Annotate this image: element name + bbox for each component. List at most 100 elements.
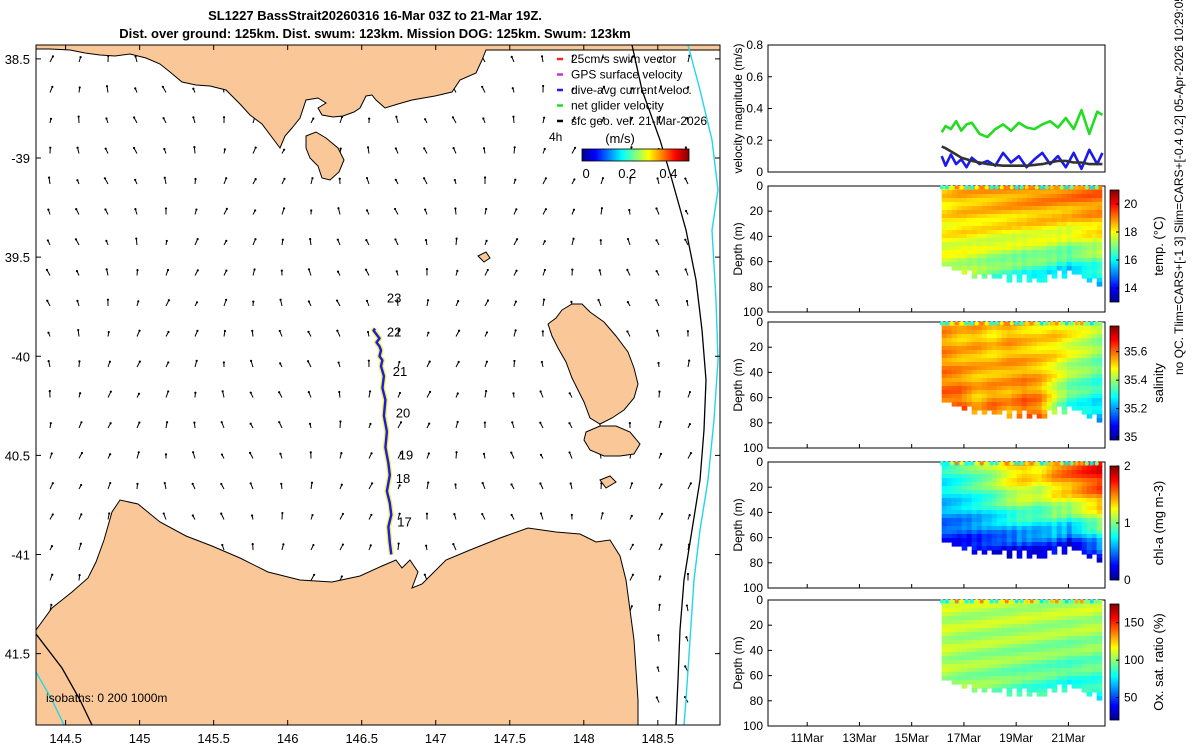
surface-marker xyxy=(1009,185,1014,190)
profile-cell xyxy=(1096,696,1103,701)
profile-cell xyxy=(981,398,988,403)
profile-cell xyxy=(1041,482,1048,487)
profile-cell xyxy=(1096,550,1103,555)
profile-cell xyxy=(1011,218,1018,223)
vector-arrow-head xyxy=(626,301,629,304)
profile-cell xyxy=(1086,656,1093,661)
profile-cell xyxy=(1056,616,1063,621)
profile-cell xyxy=(1036,226,1043,231)
profile-cell xyxy=(1011,502,1018,507)
profile-cell xyxy=(991,462,998,467)
profile-cell xyxy=(976,394,983,399)
profile-cell xyxy=(1031,652,1038,657)
profile-cell xyxy=(951,218,958,223)
surface-marker xyxy=(944,321,949,326)
profile-cell xyxy=(966,234,973,239)
profile-cell xyxy=(1006,462,1013,467)
profile-cell xyxy=(956,366,963,371)
velocity-y-tick-label: 0 xyxy=(756,165,763,179)
profile-cell xyxy=(1031,354,1038,359)
profile-cell xyxy=(1016,242,1023,247)
profile-cell xyxy=(1041,656,1048,661)
profile-cell xyxy=(1041,410,1048,415)
profile-cell xyxy=(1091,542,1098,547)
profile-cell xyxy=(946,612,953,617)
profile-cell xyxy=(1041,186,1048,191)
profile-cell xyxy=(1051,338,1058,343)
vector-arrow-head xyxy=(600,207,604,210)
profile-cell xyxy=(941,640,948,645)
velocity-axes xyxy=(767,44,1106,173)
profile-cell xyxy=(971,350,978,355)
profile-cell xyxy=(1021,534,1028,539)
profile-cell xyxy=(1061,334,1068,339)
profile-cell xyxy=(971,510,978,515)
profile-cell xyxy=(1086,386,1093,391)
profile-cell xyxy=(986,370,993,375)
profile-cell xyxy=(1021,664,1028,669)
profile-cell xyxy=(1006,692,1013,697)
profile-cell xyxy=(956,466,963,471)
surface-marker xyxy=(1064,321,1069,326)
profile-cell xyxy=(1041,616,1048,621)
profile-cell xyxy=(1071,628,1078,633)
vector-arrow-head xyxy=(251,542,254,546)
profile-cell xyxy=(1021,254,1028,259)
depth-tick-label: 60 xyxy=(750,669,764,683)
vector-arrow-head xyxy=(482,452,486,455)
colorbar-tick-label: 35.4 xyxy=(1124,373,1148,387)
vector-arrow-head xyxy=(486,268,489,272)
profile-cell xyxy=(1096,202,1103,207)
profile-cell xyxy=(981,366,988,371)
profile-cell xyxy=(1046,526,1053,531)
profile-cell xyxy=(951,474,958,479)
profile-cell xyxy=(1076,534,1083,539)
surface-marker xyxy=(999,321,1004,326)
profile-cell xyxy=(1001,194,1008,199)
profile-cell xyxy=(1071,194,1078,199)
profile-cell xyxy=(976,506,983,511)
profile-cell xyxy=(966,210,973,215)
profile-cell xyxy=(966,680,973,685)
profile-cell xyxy=(996,262,1003,267)
profile-cell xyxy=(1026,506,1033,511)
profile-cell xyxy=(996,254,1003,259)
profile-cell xyxy=(946,370,953,375)
profile-cell xyxy=(1011,370,1018,375)
profile-cell xyxy=(981,198,988,203)
profile-cell xyxy=(946,198,953,203)
profile-cell xyxy=(1056,242,1063,247)
profile-cell xyxy=(946,494,953,499)
profile-cell xyxy=(1001,530,1008,535)
profile-cell xyxy=(966,502,973,507)
profile-cell xyxy=(981,410,988,415)
profile-cell xyxy=(1026,684,1033,689)
profile-colorbar xyxy=(1109,325,1120,441)
profile-cell xyxy=(1081,494,1088,499)
surface-marker xyxy=(1084,185,1089,190)
profile-cell xyxy=(1016,502,1023,507)
profile-cell xyxy=(1056,230,1063,235)
profile-cell xyxy=(976,664,983,669)
vector-arrow-head xyxy=(225,298,228,301)
profile-cell xyxy=(1001,230,1008,235)
profile-cell xyxy=(1046,600,1053,605)
profile-cell xyxy=(1006,222,1013,227)
vector-arrow-head xyxy=(77,115,80,118)
profile-cell xyxy=(1011,640,1018,645)
profile-cell xyxy=(1056,624,1063,629)
profile-cell xyxy=(1006,616,1013,621)
vector-arrow-head xyxy=(397,542,400,545)
profile-cell xyxy=(1031,660,1038,665)
profile-cell xyxy=(1061,370,1068,375)
profile-cell xyxy=(986,518,993,523)
vector-arrow-head xyxy=(572,237,575,240)
profile-cell xyxy=(1066,262,1073,267)
profile-cell xyxy=(956,518,963,523)
profile-cell xyxy=(1036,628,1043,633)
profile-cell xyxy=(1086,278,1093,283)
profile-cell xyxy=(986,374,993,379)
profile-cell xyxy=(966,338,973,343)
vector-arrow-head xyxy=(457,300,460,303)
profile-cell xyxy=(1026,226,1033,231)
